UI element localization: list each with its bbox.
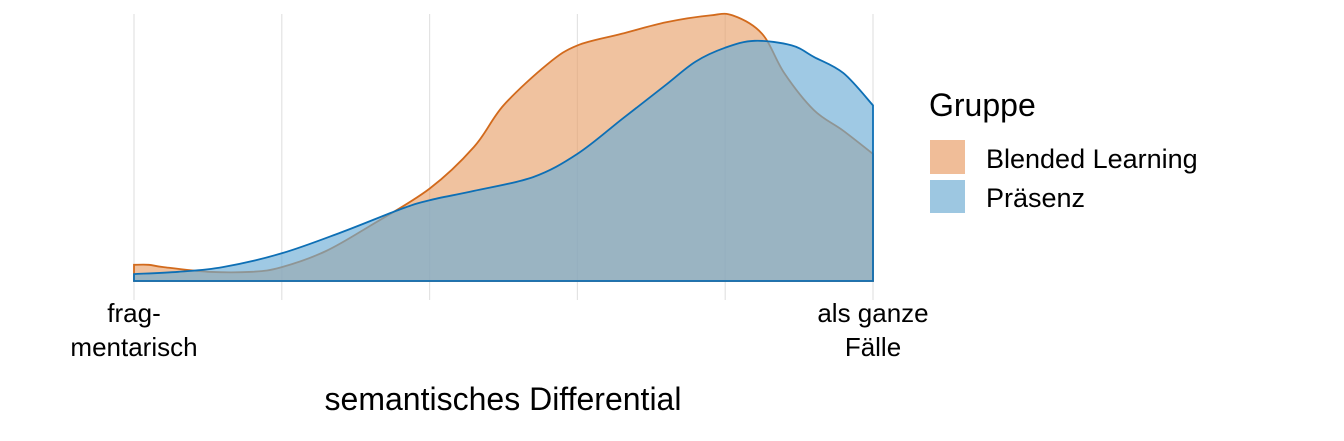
x-axis-title: semantisches Differential	[325, 381, 682, 417]
legend-swatch-praesenz	[930, 180, 965, 213]
x-tick-label-right-line2: Fälle	[845, 332, 901, 362]
x-tick-label-right-line1: als ganze	[817, 298, 928, 328]
legend: Gruppe Blended Learning Präsenz	[929, 87, 1198, 213]
x-tick-labels: frag- mentarisch als ganze Fälle	[70, 298, 928, 362]
density-outline-praesenz	[133, 39, 874, 282]
x-tick-label-left-line2: mentarisch	[70, 332, 197, 362]
density-area-praesenz	[134, 40, 873, 281]
legend-swatch-blended-learning	[930, 140, 965, 174]
legend-label-praesenz: Präsenz	[986, 183, 1085, 213]
x-tick-label-left-line1: frag-	[107, 298, 160, 328]
legend-label-blended-learning: Blended Learning	[986, 144, 1198, 174]
density-areas	[133, 12, 874, 282]
legend-title: Gruppe	[929, 87, 1036, 123]
